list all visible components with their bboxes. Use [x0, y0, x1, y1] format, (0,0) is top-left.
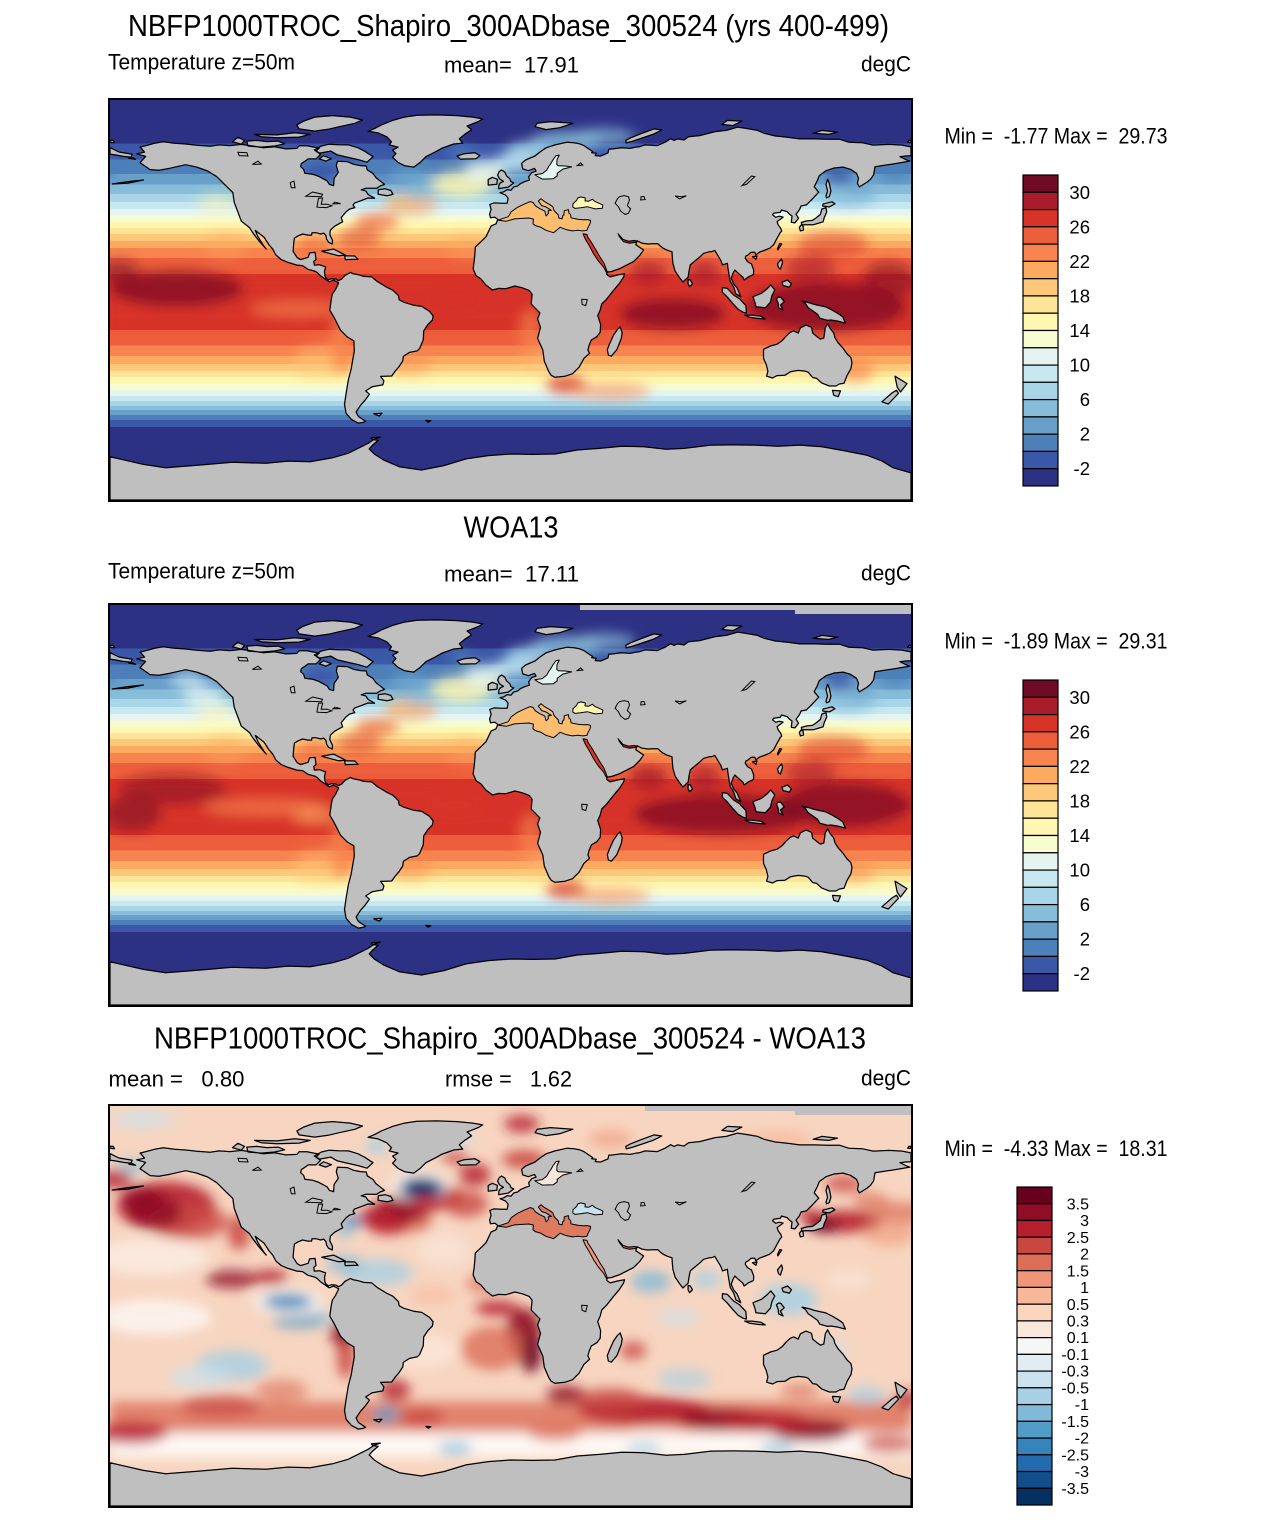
svg-text:NBFP1000TROC_Shapiro_300ADbase: NBFP1000TROC_Shapiro_300ADbase_300524 - … [154, 1021, 866, 1056]
svg-text:30: 30 [1069, 182, 1090, 203]
svg-text:0.3: 0.3 [1067, 1314, 1089, 1331]
svg-text:-2: -2 [1075, 1431, 1089, 1448]
svg-text:mean= 17.91: mean= 17.91 [444, 53, 579, 78]
svg-text:0.5: 0.5 [1067, 1297, 1089, 1314]
svg-text:0.1: 0.1 [1067, 1330, 1089, 1347]
svg-text:degC: degC [861, 1066, 911, 1091]
svg-text:-0.5: -0.5 [1061, 1380, 1089, 1397]
svg-text:14: 14 [1069, 320, 1090, 341]
svg-text:mean = 0.80: mean = 0.80 [109, 1067, 245, 1092]
svg-text:-0.3: -0.3 [1061, 1364, 1089, 1381]
svg-text:Temperature z=50m: Temperature z=50m [108, 50, 295, 75]
svg-text:-3.5: -3.5 [1061, 1481, 1089, 1498]
svg-text:mean= 17.11: mean= 17.11 [444, 562, 579, 587]
svg-text:Temperature z=50m: Temperature z=50m [108, 559, 295, 584]
svg-text:22: 22 [1069, 251, 1090, 272]
svg-text:22: 22 [1069, 756, 1090, 777]
svg-text:-2: -2 [1074, 963, 1090, 984]
svg-text:WOA13: WOA13 [464, 510, 559, 545]
svg-text:Min = -4.33 Max = 18.31: Min = -4.33 Max = 18.31 [945, 1136, 1168, 1161]
svg-text:14: 14 [1069, 825, 1090, 846]
svg-text:-1.5: -1.5 [1061, 1414, 1089, 1431]
svg-text:Min = -1.89 Max = 29.31: Min = -1.89 Max = 29.31 [945, 629, 1168, 654]
svg-text:-3: -3 [1075, 1464, 1089, 1481]
svg-text:1: 1 [1080, 1280, 1089, 1297]
svg-text:1.5: 1.5 [1067, 1263, 1089, 1280]
svg-text:10: 10 [1069, 355, 1090, 376]
svg-text:degC: degC [861, 561, 911, 586]
svg-text:2: 2 [1080, 1247, 1089, 1264]
svg-text:26: 26 [1069, 721, 1090, 742]
svg-text:3.5: 3.5 [1067, 1196, 1089, 1213]
svg-text:3: 3 [1080, 1213, 1089, 1230]
svg-text:6: 6 [1080, 389, 1090, 410]
svg-text:18: 18 [1069, 285, 1090, 306]
svg-text:2: 2 [1080, 424, 1090, 445]
svg-text:NBFP1000TROC_Shapiro_300ADbase: NBFP1000TROC_Shapiro_300ADbase_300524 (y… [128, 8, 889, 43]
svg-text:6: 6 [1080, 894, 1090, 915]
svg-text:rmse = 1.62: rmse = 1.62 [445, 1067, 572, 1092]
svg-text:10: 10 [1069, 860, 1090, 881]
svg-text:Min = -1.77 Max = 29.73: Min = -1.77 Max = 29.73 [945, 124, 1168, 149]
svg-text:2.5: 2.5 [1067, 1230, 1089, 1247]
svg-text:30: 30 [1069, 687, 1090, 708]
svg-text:26: 26 [1069, 216, 1090, 237]
svg-text:2: 2 [1080, 929, 1090, 950]
svg-text:-0.1: -0.1 [1061, 1347, 1089, 1364]
svg-text:-1: -1 [1075, 1397, 1089, 1414]
svg-text:-2: -2 [1074, 458, 1090, 479]
svg-text:-2.5: -2.5 [1061, 1447, 1089, 1464]
svg-text:degC: degC [861, 52, 911, 77]
svg-text:18: 18 [1069, 790, 1090, 811]
